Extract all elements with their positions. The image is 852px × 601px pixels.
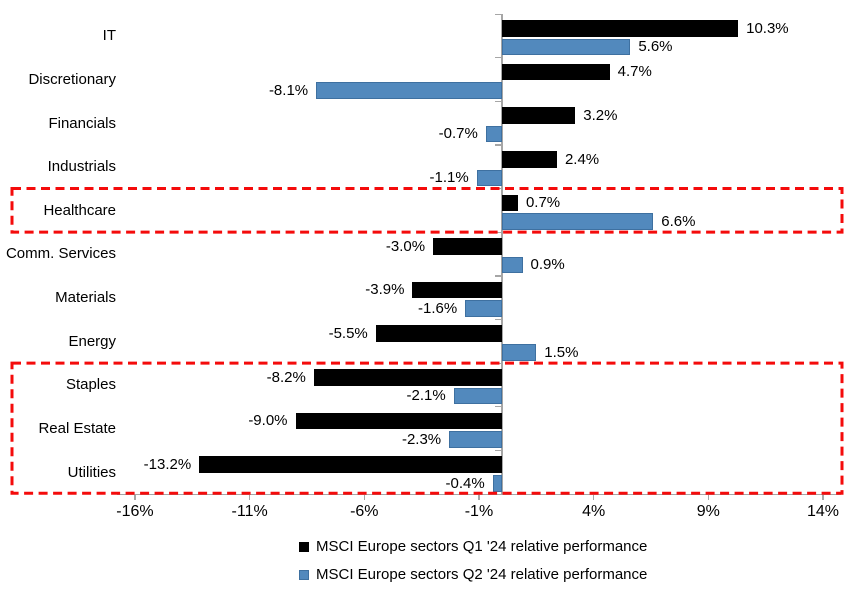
data-label: -0.4% (445, 474, 485, 492)
zero-axis-line (501, 14, 503, 494)
category-axis-tick (495, 13, 502, 15)
data-label: -2.3% (401, 430, 442, 448)
bar-q1 (199, 456, 502, 473)
x-axis-tick (478, 494, 480, 500)
data-label: -0.7% (438, 125, 478, 143)
bar-q2 (501, 38, 631, 56)
category-label: Financials (48, 114, 116, 132)
bar-q1 (412, 281, 502, 299)
legend-item-q2: MSCI Europe sectors Q2 '24 relative perf… (299, 565, 647, 584)
category-axis-tick (495, 275, 502, 277)
data-label: -8.1% (268, 81, 309, 99)
category-axis-tick (495, 57, 502, 59)
data-label: -13.2% (143, 455, 192, 473)
bar-q2 (501, 213, 654, 230)
x-tick-label: 14% (806, 503, 839, 520)
legend-label-q2: MSCI Europe sectors Q2 '24 relative perf… (316, 566, 648, 583)
legend: MSCI Europe sectors Q1 '24 relative perf… (299, 537, 647, 584)
category-axis-tick (495, 188, 502, 190)
category-label: Real Estate (38, 420, 116, 438)
category-axis-tick (495, 406, 502, 408)
x-tick-label: -16% (116, 503, 154, 520)
bar-q2 (476, 169, 502, 187)
category-axis-tick (495, 362, 502, 364)
bar-q1 (501, 107, 576, 124)
data-label: 3.2% (583, 106, 618, 124)
bar-q1 (313, 369, 502, 386)
legend-label-q1: MSCI Europe sectors Q1 '24 relative perf… (316, 538, 648, 555)
category-label: Materials (55, 289, 116, 307)
bar-q2 (485, 125, 502, 143)
data-label: 0.9% (530, 256, 565, 274)
x-tick-label: -6% (350, 503, 379, 520)
bar-q2 (492, 474, 502, 492)
data-label: 4.7% (617, 63, 652, 81)
bar-q2 (316, 82, 502, 99)
bar-q2 (465, 300, 502, 317)
bar-q1 (295, 412, 502, 430)
x-axis-tick (822, 494, 824, 500)
legend-swatch-q2-icon (299, 569, 309, 580)
data-label: -1.1% (429, 169, 469, 187)
data-label: -1.6% (418, 300, 458, 317)
bar-q1 (375, 325, 502, 343)
data-label: 10.3% (746, 19, 789, 37)
bar-q1 (501, 194, 518, 212)
category-label: IT (102, 27, 116, 45)
data-label: -8.2% (266, 368, 306, 386)
category-axis-tick (495, 449, 502, 452)
bar-q2 (501, 256, 523, 274)
data-label: 2.4% (564, 150, 600, 168)
data-label: 6.6% (661, 212, 696, 230)
data-label: -2.1% (406, 387, 446, 405)
category-axis-tick (495, 318, 502, 321)
x-tick-label: 4% (582, 503, 606, 520)
x-axis-tick (363, 494, 365, 500)
x-tick-label: -11% (231, 503, 268, 520)
bar-q2 (449, 431, 502, 448)
category-label: Energy (68, 332, 116, 350)
x-axis-tick (707, 494, 709, 500)
highlight-box-healthcare (10, 187, 844, 234)
bar-q1 (501, 63, 610, 81)
data-label: 0.7% (525, 194, 561, 212)
bar-q2 (501, 344, 537, 361)
category-label: Staples (65, 376, 116, 394)
x-axis-tick (249, 494, 251, 500)
data-label: 5.6% (638, 38, 673, 56)
data-label: -3.9% (365, 281, 405, 299)
x-axis-tick (593, 494, 595, 500)
data-label: -3.0% (385, 237, 426, 255)
legend-item-q1: MSCI Europe sectors Q1 '24 relative perf… (299, 537, 647, 556)
x-tick-label: -1% (464, 503, 494, 520)
x-axis-tick (134, 494, 136, 500)
category-axis-tick (495, 231, 502, 233)
category-label: Discretionary (28, 70, 116, 88)
bar-q1 (501, 20, 739, 37)
bar-q1 (433, 238, 502, 255)
category-label: Comm. Services (5, 245, 116, 263)
category-axis-tick (495, 100, 502, 102)
category-axis-tick (495, 144, 502, 146)
category-label: Healthcare (43, 201, 116, 219)
data-label: -5.5% (328, 325, 368, 343)
legend-swatch-q1-icon (299, 541, 309, 552)
bar-q1 (501, 150, 557, 168)
bar-q2 (453, 387, 502, 405)
data-label: -9.0% (248, 412, 288, 430)
x-tick-label: 9% (696, 503, 720, 520)
category-label: Industrials (47, 158, 116, 176)
data-label: 1.5% (544, 343, 579, 361)
